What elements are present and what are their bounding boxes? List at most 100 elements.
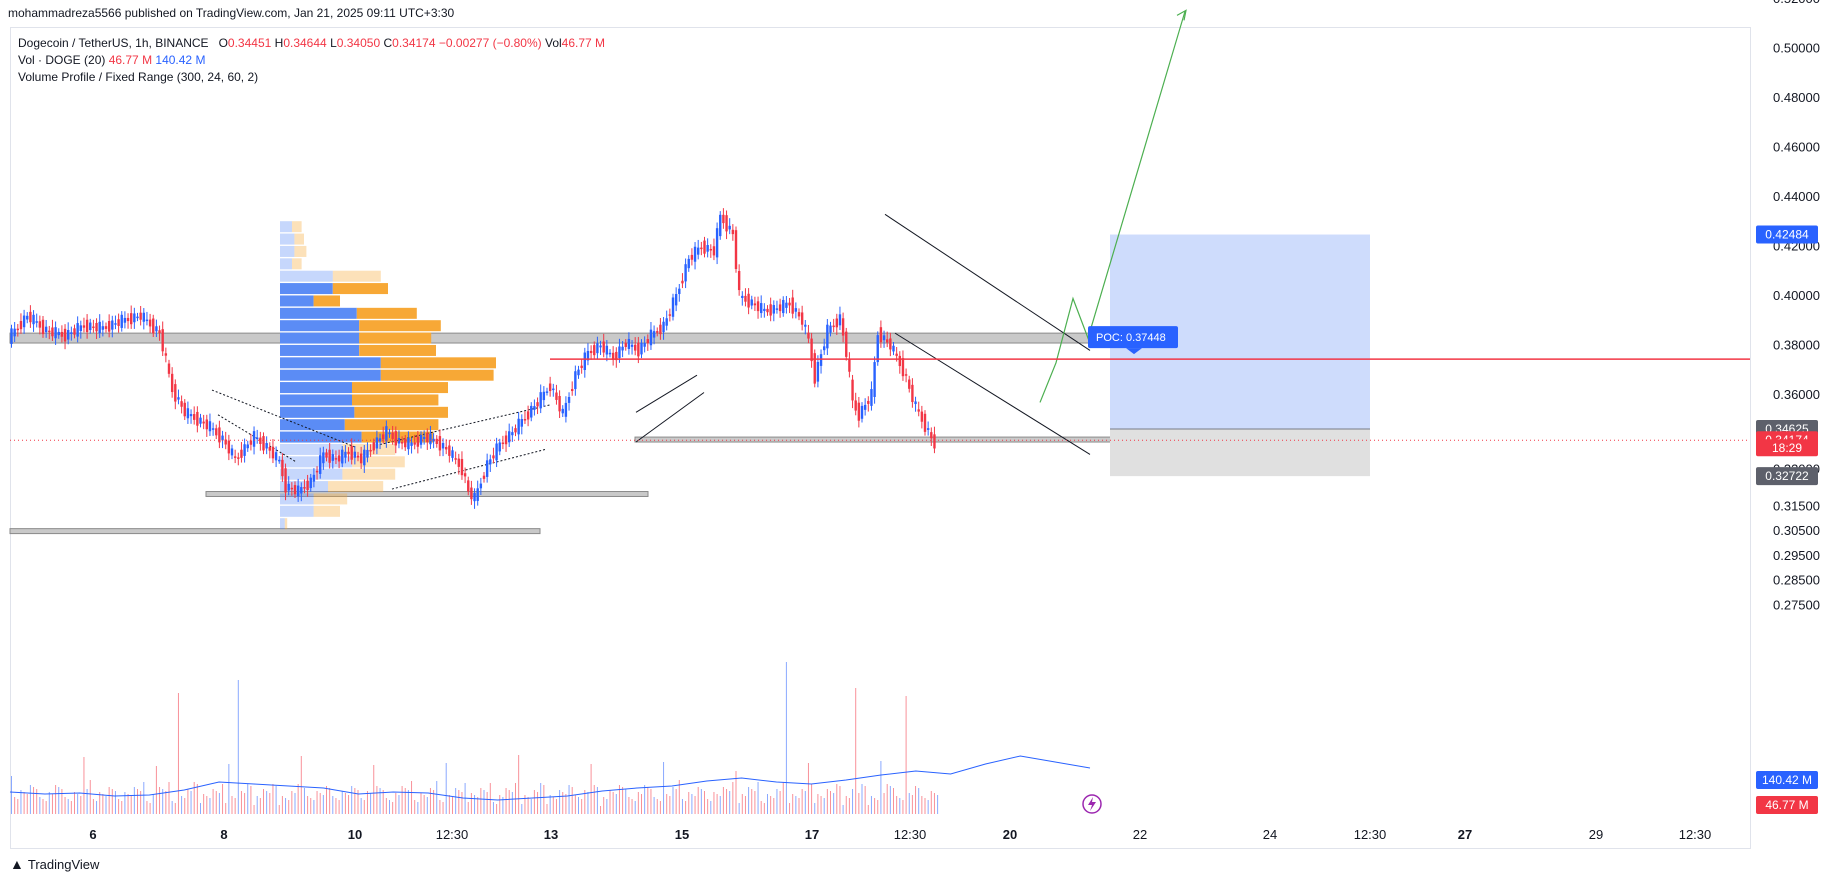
candle-body [876, 335, 879, 363]
volume-bar [58, 787, 60, 814]
x-tick-label: 24 [1263, 827, 1277, 842]
legend-vol-ind-v2: 140.42 M [155, 53, 206, 67]
candle-body [492, 455, 495, 459]
candle-body [895, 353, 898, 356]
candle-body [375, 437, 379, 449]
volume-bar [823, 798, 825, 814]
candle-body [933, 434, 936, 449]
candle-body [826, 324, 829, 349]
volume-bar [203, 794, 205, 814]
vp-row-up [280, 431, 362, 443]
candle-body [646, 339, 649, 344]
volume-bar [537, 792, 539, 814]
candle-body [189, 414, 193, 417]
candle-body [769, 304, 772, 316]
volume-bar [924, 798, 926, 814]
x-tick-label: 13 [544, 827, 558, 842]
candle-body [788, 302, 791, 306]
volume-bar [524, 795, 526, 814]
chart-area[interactable] [10, 27, 1751, 849]
vp-row-up [280, 270, 333, 282]
vp-row-up [280, 443, 343, 455]
legend-l-label: L [330, 36, 337, 50]
vp-row-down [344, 419, 439, 431]
poc-label-pointer [1126, 348, 1142, 355]
candle-body [328, 449, 331, 463]
candle-body [60, 331, 64, 337]
candle-body [130, 313, 133, 325]
y-tick-label: 0.36000 [1773, 387, 1820, 402]
legend-vol-indicator[interactable]: Vol · DOGE (20) [18, 53, 106, 67]
candle-body [930, 432, 933, 439]
volume-bar [675, 789, 677, 814]
candle-body [331, 454, 334, 461]
candle-body [797, 312, 801, 317]
volume-bar [206, 796, 208, 814]
volume-bar [707, 799, 709, 814]
volume-bar [379, 788, 381, 814]
volume-bar [341, 791, 343, 814]
candle-body [85, 319, 89, 333]
candle-body [860, 405, 864, 419]
volume-bar [237, 680, 239, 814]
volume-bar [710, 801, 712, 814]
candle-body [347, 451, 350, 454]
candle-body [508, 431, 511, 443]
footer[interactable]: ▲ TradingView [10, 856, 99, 872]
long-stop-box [1110, 429, 1370, 477]
candle-body [904, 374, 908, 376]
candle-body [38, 321, 42, 328]
candle-body [854, 400, 857, 411]
volume-bar [669, 796, 671, 814]
candle-body [136, 316, 139, 319]
volume-bar [845, 796, 847, 814]
candle-body [867, 400, 870, 404]
volume-bar [864, 786, 866, 814]
vp-row-down [380, 357, 496, 369]
volume-bar [357, 790, 359, 814]
volume-bar [448, 795, 450, 814]
volume-bar [429, 788, 431, 814]
volume-bar [159, 787, 161, 814]
legend-symbol[interactable]: Dogecoin / TetherUS, 1h, BINANCE [18, 36, 209, 50]
candle-body [690, 254, 694, 260]
price-tag-label: 0.42484 [1765, 228, 1809, 242]
x-tick-label: 22 [1133, 827, 1147, 842]
legend-vp-indicator[interactable]: Volume Profile / Fixed Range (300, 24, 6… [18, 70, 259, 84]
volume-bar [722, 787, 724, 814]
volume-bar [530, 799, 532, 814]
candle-body [356, 455, 360, 458]
candle-body [237, 457, 240, 459]
lightning-icon-glyph [1088, 797, 1096, 811]
volume-bar [313, 800, 315, 814]
volume-bar [137, 789, 138, 814]
volume-bar [729, 791, 731, 814]
candle-body [542, 391, 546, 401]
volume-bar [218, 793, 220, 814]
candle-body [325, 452, 328, 458]
vp-row-up [280, 245, 295, 257]
volume-bar [830, 791, 831, 814]
candle-body [889, 338, 892, 350]
candle-body [800, 312, 804, 325]
candle-body [841, 318, 845, 336]
candle-body [460, 458, 464, 476]
candle-body [482, 475, 486, 479]
volume-bar [489, 783, 491, 814]
volume-bar [14, 797, 16, 814]
candle-body [552, 388, 555, 391]
long-position-layer [1110, 234, 1370, 477]
volume-bar [650, 789, 652, 814]
volume-bar [228, 764, 230, 814]
candle-body [54, 327, 57, 339]
candle-body [772, 305, 775, 314]
volume-bar [644, 785, 646, 814]
volume-bar [874, 798, 876, 814]
candle-body [205, 419, 208, 430]
volume-bar [329, 788, 331, 814]
candle-body [19, 320, 23, 330]
candle-body [725, 215, 728, 232]
volume-bar [915, 786, 917, 814]
volume-bar [445, 763, 447, 814]
